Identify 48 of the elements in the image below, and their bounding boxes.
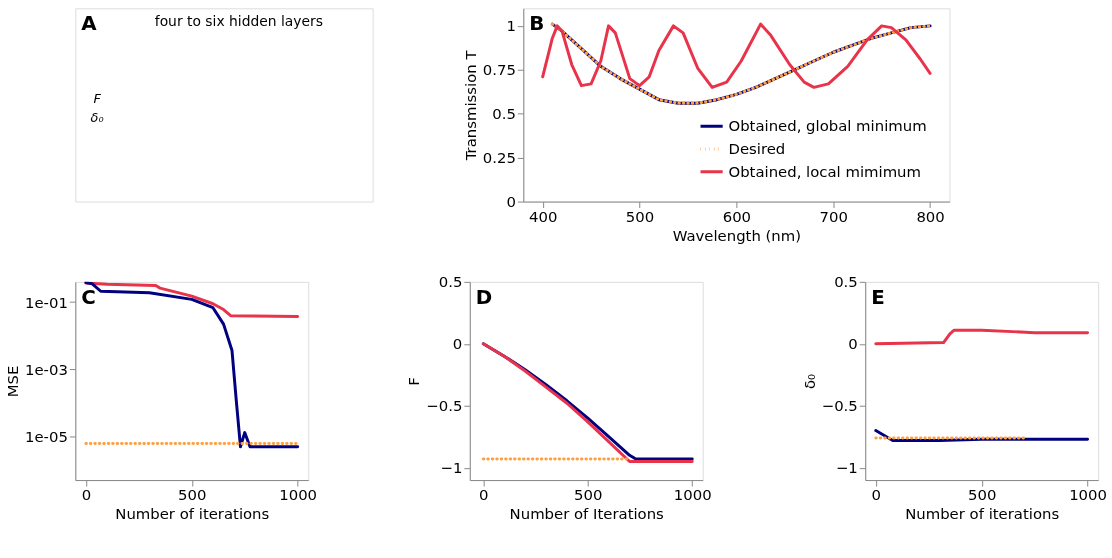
legend-label: Obtained, global minimum xyxy=(728,117,927,136)
x-axis-title: Wavelength (nm) xyxy=(672,226,802,245)
y-tick-label: 0 xyxy=(452,335,463,354)
legend-label: Obtained, local mimimum xyxy=(728,162,922,181)
x-tick-label: 500 xyxy=(967,486,997,505)
x-tick-label: 0 xyxy=(871,486,882,505)
x-tick-label: 500 xyxy=(574,486,603,505)
chart-title: E xyxy=(871,285,885,309)
y-axis-title: Transmission T xyxy=(461,49,480,162)
y-tick-label: −0.5 xyxy=(426,397,463,416)
x-axis-title: Number of iterations xyxy=(905,505,1060,524)
y-axis-title: MSE xyxy=(4,365,23,398)
y-tick-label: 1 xyxy=(506,17,516,36)
text: A xyxy=(81,12,98,36)
y-tick-label: 0 xyxy=(848,335,858,354)
y-tick-label: 1e-01 xyxy=(25,293,68,312)
x-tick-label: 600 xyxy=(722,207,752,226)
y-tick-label: 0.5 xyxy=(834,273,858,292)
x-tick-label: 700 xyxy=(819,207,848,226)
chart-title: C xyxy=(81,285,96,309)
x-tick-label: 500 xyxy=(178,486,207,505)
x-tick-label: 500 xyxy=(625,207,655,226)
y-tick-label: 1e-03 xyxy=(25,360,68,379)
text: F xyxy=(93,91,102,107)
y-tick-label: −1 xyxy=(835,459,858,478)
y-axis-title: F xyxy=(405,377,424,386)
x-tick-label: 400 xyxy=(528,207,558,226)
x-axis-title: Number of iterations xyxy=(115,505,270,524)
text: δ₀ xyxy=(90,110,104,126)
y-axis-title: δ₀ xyxy=(800,373,819,389)
text: four to six hidden layers xyxy=(154,13,323,30)
y-tick-label: 1e-05 xyxy=(25,427,68,446)
chart-title: D xyxy=(475,285,493,309)
y-tick-label: −1 xyxy=(440,459,463,478)
x-tick-label: 1000 xyxy=(279,486,318,505)
x-tick-label: 1000 xyxy=(673,486,712,505)
x-tick-label: 0 xyxy=(81,486,92,505)
y-tick-label: 0 xyxy=(506,193,516,212)
y-tick-label: 0.5 xyxy=(492,105,516,124)
chart-title: B xyxy=(529,12,545,36)
y-tick-label: 0.25 xyxy=(482,149,516,168)
y-tick-label: 0.5 xyxy=(438,273,463,292)
y-tick-label: −0.5 xyxy=(821,397,858,416)
y-tick-label: 0.75 xyxy=(482,61,516,80)
x-tick-label: 800 xyxy=(916,207,945,226)
x-tick-label: 1000 xyxy=(1069,486,1107,505)
legend-label: Desired xyxy=(728,140,786,158)
x-axis-title: Number of Iterations xyxy=(509,505,665,524)
